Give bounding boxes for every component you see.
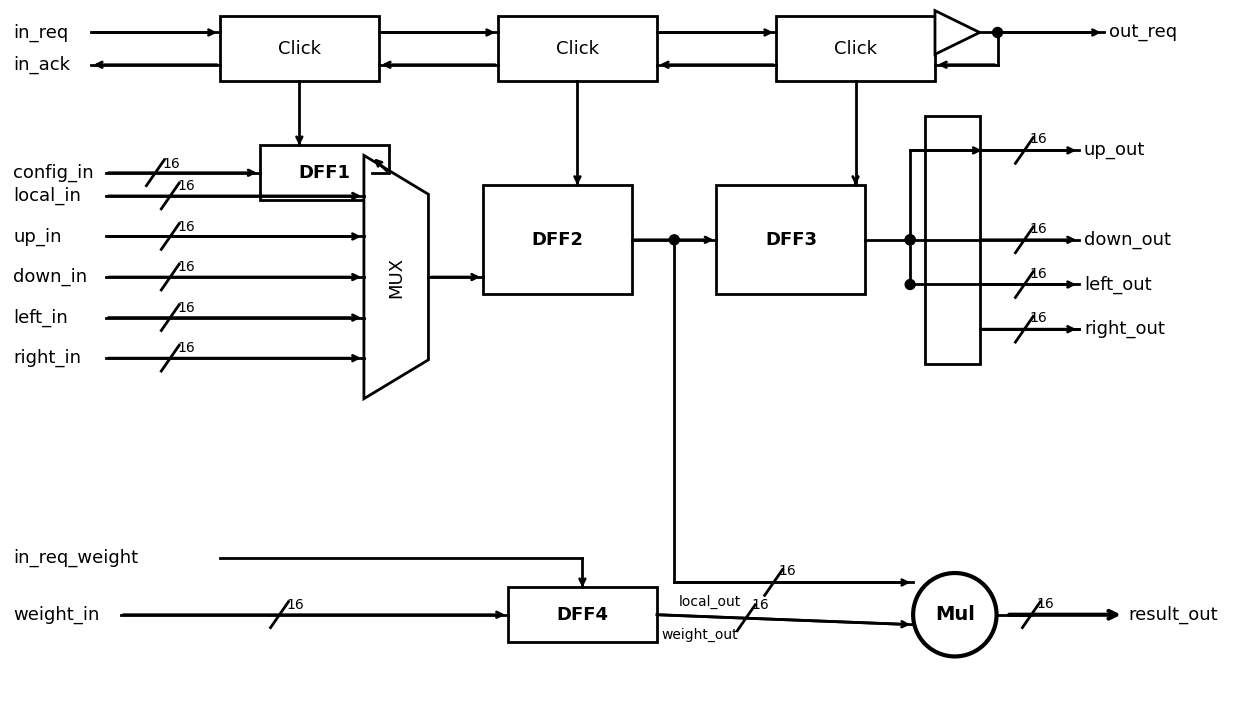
Text: MUX: MUX <box>387 256 405 298</box>
Text: 16: 16 <box>286 598 304 612</box>
Text: weight_out: weight_out <box>662 628 739 642</box>
Text: local_in: local_in <box>14 187 81 205</box>
Text: down_in: down_in <box>14 268 88 286</box>
Text: 16: 16 <box>779 565 796 578</box>
Bar <box>717 185 866 294</box>
Bar <box>498 16 657 81</box>
Text: DFF2: DFF2 <box>532 231 584 248</box>
Text: Click: Click <box>835 39 877 58</box>
Circle shape <box>670 235 680 245</box>
Bar <box>219 16 378 81</box>
Text: DFF1: DFF1 <box>298 164 350 182</box>
Text: 16: 16 <box>177 179 195 193</box>
Text: weight_in: weight_in <box>14 605 99 624</box>
Polygon shape <box>363 156 429 398</box>
Circle shape <box>905 235 915 245</box>
Bar <box>508 588 657 642</box>
Text: DFF3: DFF3 <box>765 231 817 248</box>
Text: DFF4: DFF4 <box>557 605 609 624</box>
Circle shape <box>905 235 915 245</box>
Text: Click: Click <box>278 39 321 58</box>
Text: 16: 16 <box>751 598 769 612</box>
Circle shape <box>913 573 997 656</box>
Text: 16: 16 <box>1037 597 1054 610</box>
Text: 16: 16 <box>1029 132 1047 146</box>
Text: 16: 16 <box>1029 311 1047 325</box>
Text: 16: 16 <box>162 157 180 171</box>
Text: Mul: Mul <box>935 605 975 624</box>
Text: in_req: in_req <box>14 24 68 41</box>
Text: left_out: left_out <box>1084 276 1152 293</box>
Text: 16: 16 <box>1029 266 1047 281</box>
Text: down_out: down_out <box>1084 231 1171 249</box>
Bar <box>776 16 935 81</box>
Text: config_in: config_in <box>14 164 94 182</box>
Text: in_ack: in_ack <box>14 56 71 74</box>
Text: right_out: right_out <box>1084 320 1164 338</box>
Text: local_out: local_out <box>680 594 742 608</box>
Text: up_out: up_out <box>1084 141 1146 159</box>
Circle shape <box>992 28 1002 37</box>
Circle shape <box>905 280 915 289</box>
Bar <box>925 116 980 364</box>
Text: 16: 16 <box>177 341 195 355</box>
Text: 16: 16 <box>177 260 195 274</box>
Text: 16: 16 <box>177 301 195 315</box>
Text: Click: Click <box>556 39 599 58</box>
Text: 16: 16 <box>177 219 195 233</box>
Bar <box>484 185 632 294</box>
Text: out_req: out_req <box>1109 24 1177 41</box>
Text: up_in: up_in <box>14 227 62 246</box>
Text: left_in: left_in <box>14 308 68 327</box>
Text: right_in: right_in <box>14 349 82 367</box>
Bar <box>259 146 388 200</box>
Polygon shape <box>935 11 980 54</box>
Text: in_req_weight: in_req_weight <box>14 548 139 567</box>
Text: 16: 16 <box>1029 222 1047 236</box>
Text: result_out: result_out <box>1128 605 1218 624</box>
